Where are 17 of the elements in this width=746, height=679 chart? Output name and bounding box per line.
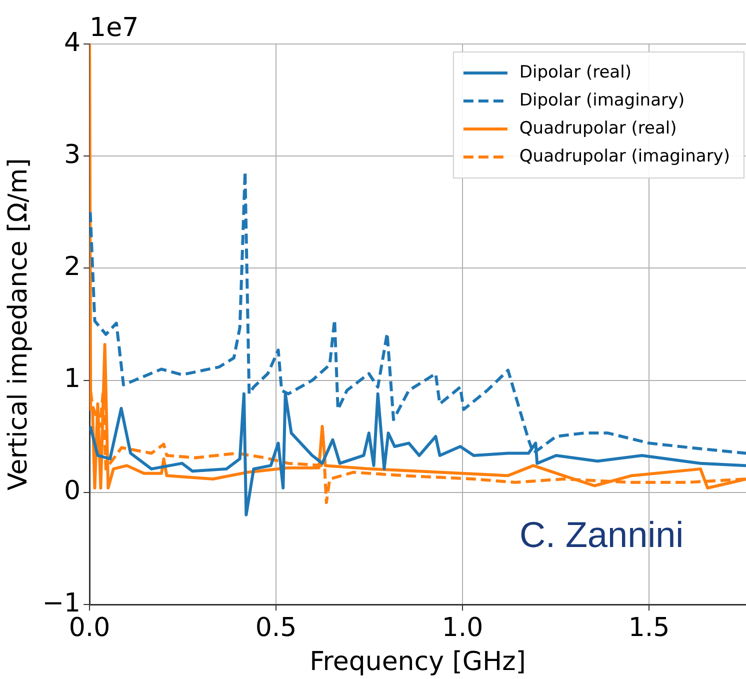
y-tick-label: 0: [64, 476, 81, 506]
x-tick-label: 0.0: [68, 612, 110, 643]
y-tick-label: 2: [64, 252, 81, 282]
legend-label: Quadrupolar (real): [519, 118, 677, 138]
y-tick-label: 1: [64, 364, 81, 394]
annotation: C. Zannini: [520, 514, 684, 556]
legend-label: Dipolar (imaginary): [519, 90, 685, 110]
legend-label: Dipolar (real): [519, 62, 632, 82]
text: 1e7: [90, 12, 139, 43]
y-tick-label: 3: [64, 140, 81, 170]
legend-label: Quadrupolar (imaginary): [519, 146, 730, 166]
x-tick-label: 1.0: [442, 612, 484, 643]
x-tick-label: 0.5: [255, 612, 297, 643]
x-tick-label: 1.5: [628, 612, 670, 643]
x-axis-title: Frequency [GHz]: [310, 647, 526, 678]
y-tick-label: 4: [64, 28, 81, 58]
y-axis-title: Vertical impedance [Ω/m]: [3, 158, 34, 490]
